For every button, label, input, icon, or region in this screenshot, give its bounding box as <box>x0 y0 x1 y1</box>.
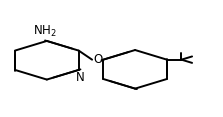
Text: N: N <box>75 71 84 84</box>
Text: O: O <box>93 53 102 66</box>
Text: NH$_2$: NH$_2$ <box>33 24 56 39</box>
